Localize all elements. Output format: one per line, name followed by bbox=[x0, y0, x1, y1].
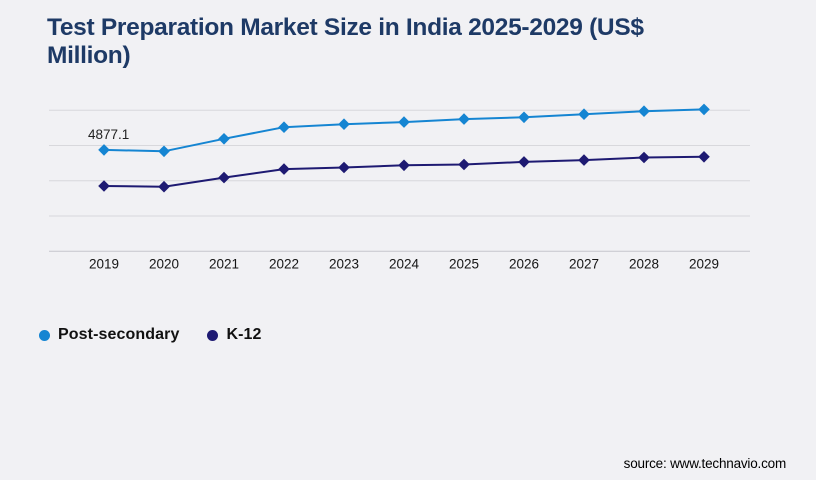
chart-title: Test Preparation Market Size in India 20… bbox=[47, 14, 707, 70]
marker-k-12 bbox=[578, 154, 590, 166]
marker-k-12 bbox=[518, 156, 530, 168]
legend-label-k12: K-12 bbox=[226, 326, 262, 343]
marker-post-secondary bbox=[398, 116, 410, 128]
marker-k-12 bbox=[638, 151, 650, 164]
marker-post-secondary bbox=[638, 105, 650, 117]
point-data-label: 4877.1 bbox=[88, 127, 129, 142]
marker-k-12 bbox=[458, 158, 470, 171]
x-axis-label: 2029 bbox=[689, 257, 719, 272]
marker-post-secondary bbox=[158, 145, 170, 158]
marker-k-12 bbox=[278, 163, 290, 175]
marker-post-secondary bbox=[578, 108, 590, 120]
marker-post-secondary bbox=[698, 103, 710, 116]
x-axis-label: 2021 bbox=[209, 257, 239, 272]
chart-title-line1: Test Preparation Market Size in India 20… bbox=[47, 14, 644, 41]
marker-post-secondary bbox=[278, 121, 290, 133]
x-axis-label: 2028 bbox=[629, 257, 659, 272]
x-axis-label: 2025 bbox=[449, 257, 479, 272]
x-axis-label: 2020 bbox=[149, 257, 179, 272]
legend: Post-secondary K-12 bbox=[39, 326, 290, 344]
x-axis-label: 2024 bbox=[389, 257, 420, 272]
marker-k-12 bbox=[698, 151, 710, 163]
x-axis-label: 2026 bbox=[509, 257, 539, 272]
legend-label-post-secondary: Post-secondary bbox=[58, 326, 180, 343]
post-secondary-dot-icon bbox=[39, 329, 50, 341]
x-axis-label: 2027 bbox=[569, 257, 599, 272]
marker-k-12 bbox=[218, 171, 230, 184]
marker-post-secondary bbox=[218, 133, 230, 145]
marker-post-secondary bbox=[338, 118, 350, 130]
marker-post-secondary bbox=[518, 111, 530, 124]
k12-dot-icon bbox=[207, 329, 219, 341]
legend-item-post-secondary[interactable]: Post-secondary bbox=[39, 326, 179, 344]
series-line-post-secondary bbox=[103, 108, 705, 153]
x-axis-label: 2019 bbox=[89, 257, 119, 272]
source-attribution: source: www.technavio.com bbox=[623, 456, 787, 471]
x-axis-label: 2022 bbox=[269, 257, 299, 272]
marker-k-12 bbox=[158, 180, 170, 193]
marker-post-secondary bbox=[458, 113, 470, 125]
marker-k-12 bbox=[338, 161, 350, 174]
chart-title-line2: Million) bbox=[47, 42, 131, 69]
legend-item-k12[interactable]: K-12 bbox=[207, 326, 261, 344]
marker-k-12 bbox=[98, 180, 110, 192]
marker-k-12 bbox=[398, 159, 410, 172]
x-axis-label: 2023 bbox=[329, 257, 359, 272]
